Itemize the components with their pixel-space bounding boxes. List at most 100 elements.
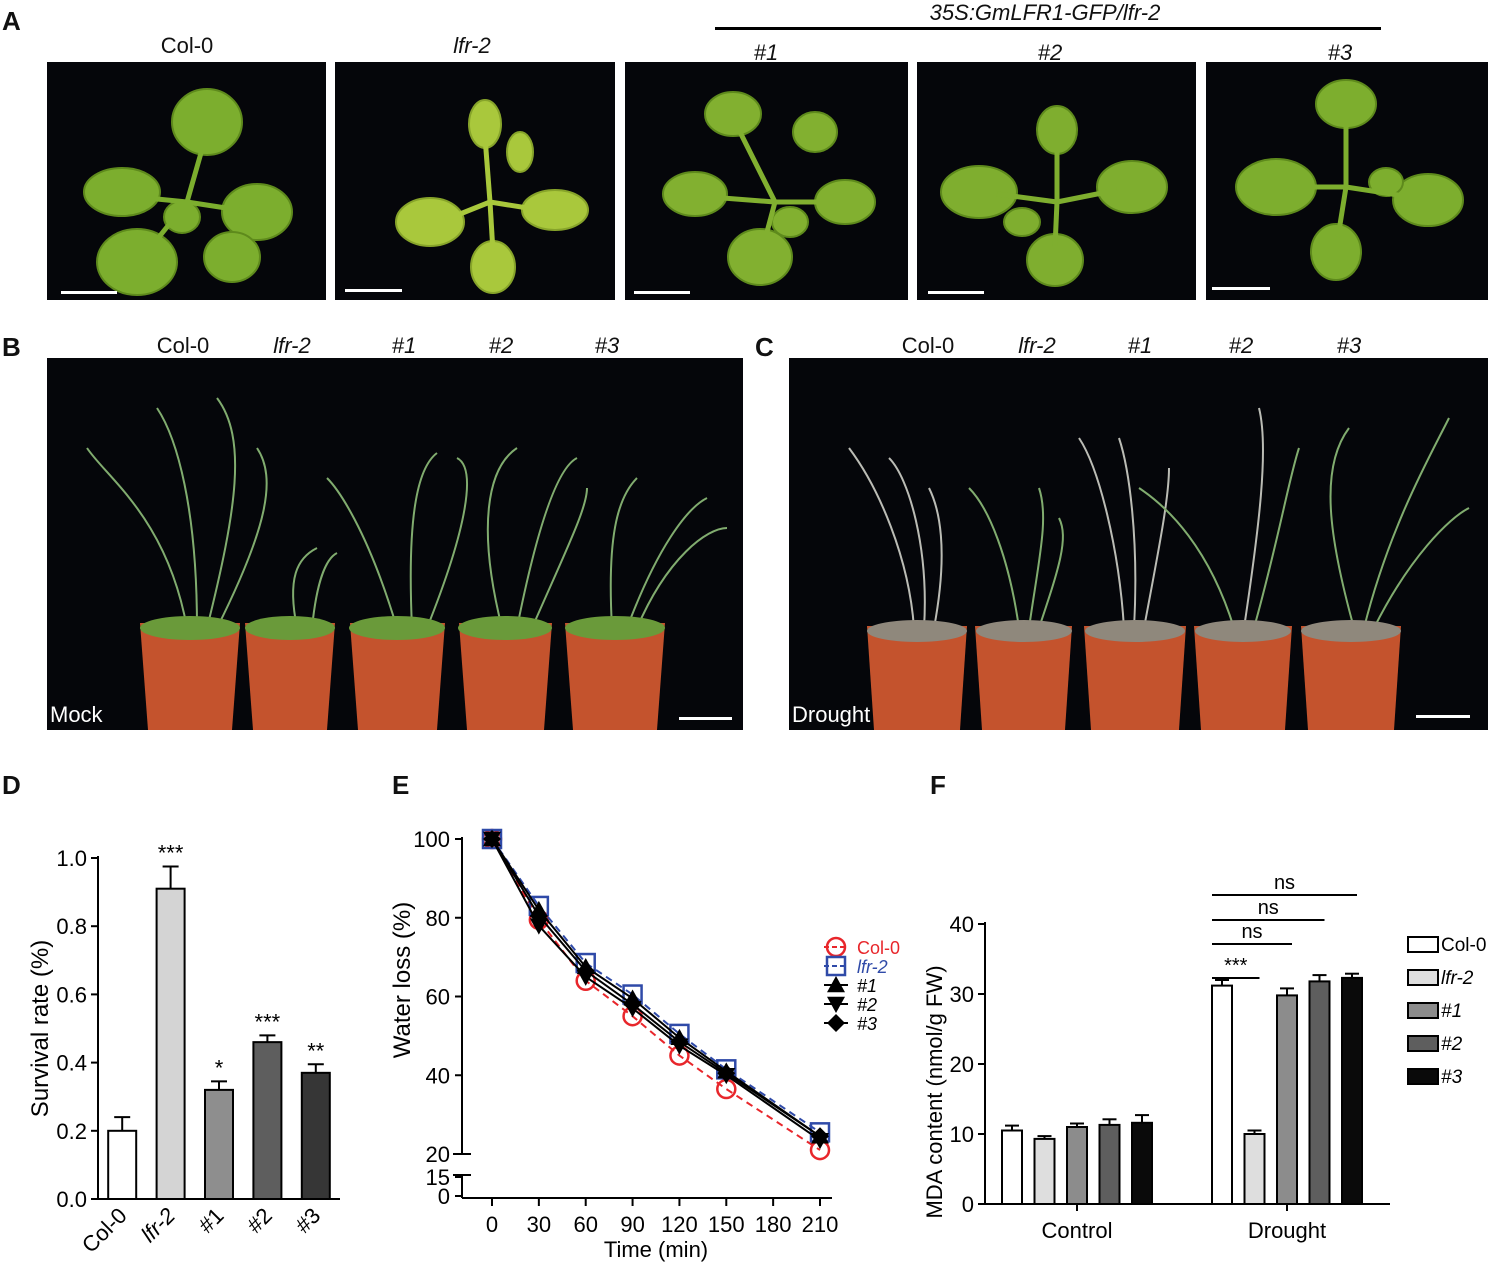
y-axis-label: MDA content (nmol/g FW) [922,965,947,1218]
comparison-label: *** [1224,955,1248,977]
y-tick-label: 100 [413,827,450,852]
label-c-lfr2: lfr-2 [1018,333,1056,358]
bar-drought-line3 [1341,976,1363,1205]
y-tick-label: 0.2 [56,1119,87,1144]
y-tick-label: 0 [438,1184,450,1209]
legend-item-line1: #1 [824,976,877,996]
plants-drought-image [848,407,1470,730]
y-tick-label: 30 [950,982,974,1007]
series-line-line3 [491,838,821,1138]
bar-control-line3 [1131,1121,1153,1205]
label-a-line1: #1 [753,40,779,65]
legend-item-Col-0: Col-0 [1407,935,1486,956]
photo-rosette-line3 [1206,62,1488,300]
photo-plants-drought: Drought [789,358,1488,730]
x-tick-label: 150 [708,1212,745,1237]
y-tick-label: 15 [426,1165,450,1190]
legend-swatch [1407,969,1439,986]
condition-label-drought: Drought [792,702,871,727]
series-line-line2 [491,838,821,1142]
significance-mark: * [215,1055,224,1080]
label-b-col0: Col-0 [156,333,210,358]
legend-label: #3 [857,1014,877,1034]
x-tick-label: 120 [661,1212,698,1237]
bar-control-line1 [1066,1126,1088,1205]
data-point-line3 [529,906,548,925]
data-point-line3 [717,1064,736,1083]
legend-label: Col-0 [1441,935,1486,956]
label-a-line3: #3 [1327,40,1353,65]
bar-line3 [300,1071,331,1200]
legend-label: #2 [857,995,877,1015]
data-point-line3 [811,1127,829,1146]
y-tick-label: 80 [426,906,450,931]
y-axis-label: Water loss (%) [389,902,416,1058]
label-b-lfr2: lfr-2 [273,333,311,358]
x-tick-label: 30 [527,1212,551,1237]
bar-control-line2 [1098,1123,1121,1205]
x-tick-label: lfr-2 [136,1203,180,1247]
photo-rosette-line2 [917,62,1196,300]
bar-drought-lfr-2 [1243,1133,1266,1205]
y-tick-label: 0.0 [56,1187,87,1212]
pots [140,623,665,730]
label-c-line3: #3 [1336,333,1362,358]
rosette-col0-image [83,88,293,296]
legend-item-line2: #2 [824,995,877,1015]
series-line1 [483,830,829,1144]
legend-item-line3: #3 [1407,1067,1463,1088]
x-tick-label: Control [1042,1218,1113,1243]
legend-item-lfr-2: lfr-2 [1407,968,1474,989]
label-c-line1: #1 [1127,333,1153,358]
comparison-label: ns [1258,897,1279,919]
panel-letter-c: C [755,332,774,362]
transgene-bracket-line [715,27,1381,30]
y-tick-label: 0 [962,1192,974,1217]
significance-mark: *** [158,841,184,866]
y-tick-label: 0.4 [56,1051,87,1076]
data-point-line3 [623,995,642,1014]
series-line2 [483,831,829,1150]
x-tick-label: 180 [755,1212,792,1237]
y-tick-label: 10 [950,1122,974,1147]
label-a-col0: Col-0 [160,33,214,58]
legend-marker [825,955,847,977]
panel-letter-e: E [392,770,410,800]
bar-control-lfr-2 [1033,1137,1056,1205]
bar-lfr-2 [155,887,186,1200]
data-point-line3 [576,961,595,980]
panel-letter-a: A [2,6,21,36]
series-line-lfr-2 [491,838,821,1134]
bar-line2 [252,1041,283,1201]
panel-letter-d: D [2,770,21,800]
x-tick-label: 0 [486,1212,498,1237]
bar-drought-Col-0 [1211,984,1233,1205]
comparison-label: ns [1274,872,1295,894]
y-tick-label: 60 [426,985,450,1010]
y-tick-label: 20 [950,1052,974,1077]
panel-letter-f: F [930,770,946,800]
transgene-label: 35S:GmLFR1-GFP/lfr-2 [929,0,1161,25]
label-b-line1: #1 [391,333,417,358]
y-tick-label: 0.6 [56,982,87,1007]
chart-mda-content: 0 10 20 30 40 MDA content (nmol/g FW) Control D… [922,872,1486,1243]
significance-mark: *** [255,1009,281,1034]
bar-line1 [204,1088,234,1201]
label-c-col0: Col-0 [901,333,955,358]
legend-swatch [1407,936,1439,953]
legend-label: lfr-2 [1441,968,1474,989]
rosette-line1-image [662,91,876,286]
bar-drought-line2 [1308,980,1331,1205]
significance-mark: ** [307,1038,325,1063]
x-tick-label: #1 [194,1203,229,1238]
plants-mock-image [86,397,728,730]
x-tick-label: 60 [573,1212,597,1237]
x-tick-label: Drought [1248,1218,1326,1243]
photo-rosette-lfr2 [335,62,615,300]
y-tick-label: 1.0 [56,846,87,871]
x-tick-label: 210 [802,1212,839,1237]
rosette-line2-image [940,105,1168,287]
series-lfr-2 [481,828,831,1143]
rosette-lfr2-image [395,99,589,294]
